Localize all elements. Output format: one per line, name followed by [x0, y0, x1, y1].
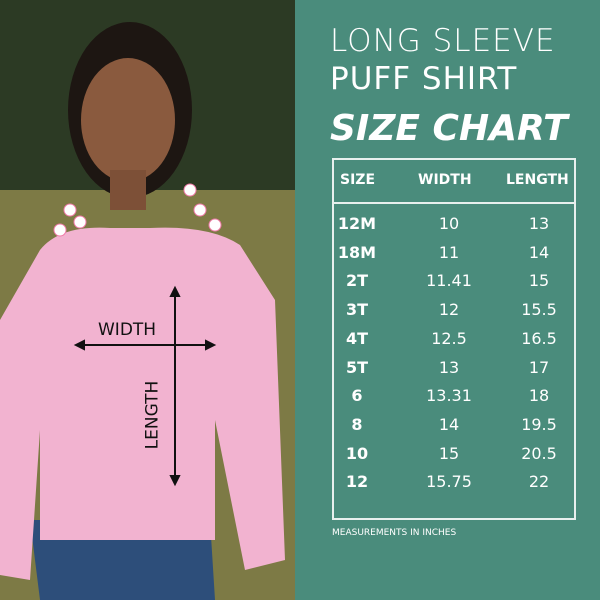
width-label: WIDTH: [98, 320, 157, 340]
length-cell: 14: [528, 242, 550, 262]
measurement-note: MEASUREMENTS IN INCHES: [332, 528, 457, 538]
length-cell: 15.5: [521, 300, 557, 320]
table-row: 12 15.75 22: [334, 468, 574, 496]
header-width: WIDTH: [418, 172, 472, 188]
table-row: 4T 12.5 16.5: [334, 325, 574, 353]
header-size: SIZE: [340, 172, 376, 188]
width-cell: 11.41: [426, 271, 472, 291]
width-cell: 13.31: [426, 386, 472, 406]
width-cell: 10: [438, 214, 460, 233]
width-cell: 12: [438, 300, 460, 320]
table-header: SIZE WIDTH LENGTH: [334, 160, 574, 204]
length-cell: 13: [528, 214, 550, 233]
length-cell: 20.5: [521, 443, 557, 463]
size-cell: 12M: [337, 214, 377, 233]
size-chart-panel: [295, 0, 600, 600]
table-row: 5T 13 17: [334, 354, 574, 382]
size-cell: 2T: [345, 271, 369, 291]
size-cell: 5T: [345, 357, 369, 377]
table-row: 12M 10 13: [334, 210, 574, 238]
header-length: LENGTH: [506, 172, 569, 188]
table-row: 8 14 19.5: [334, 411, 574, 439]
length-cell: 22: [528, 472, 550, 492]
table-row: 2T 11.41 15: [334, 267, 574, 295]
length-cell: 15: [528, 271, 550, 291]
length-label: LENGTH: [142, 380, 163, 450]
table-row: 18M 11 14: [334, 239, 574, 267]
table-row: 6 13.31 18: [334, 382, 574, 410]
title-line-2: PUFF SHIRT: [330, 61, 518, 97]
size-cell: 8: [351, 414, 363, 434]
length-cell: 19.5: [521, 414, 557, 434]
table-row: 3T 12 15.5: [334, 296, 574, 324]
product-photo: WIDTH LENGTH: [0, 0, 295, 600]
width-cell: 15.75: [426, 472, 472, 492]
title-line-1: LONG SLEEVE: [330, 23, 556, 59]
length-cell: 18: [528, 386, 550, 406]
width-cell: 15: [438, 443, 460, 463]
size-cell: 10: [345, 443, 369, 463]
width-cell: 11: [438, 242, 460, 262]
size-cell: 3T: [345, 300, 369, 320]
size-cell: 6: [351, 386, 363, 406]
size-cell: 18M: [337, 242, 377, 262]
width-cell: 12.5: [431, 328, 467, 348]
model-illustration: [0, 0, 295, 600]
length-cell: 16.5: [521, 328, 557, 348]
width-cell: 13: [438, 357, 460, 377]
table-row: 10 15 20.5: [334, 440, 574, 468]
width-cell: 14: [438, 414, 460, 434]
size-table: SIZE WIDTH LENGTH 12M 10 13 18M 11 14 2T 11.41 1…: [332, 158, 576, 520]
length-cell: 17: [528, 357, 550, 377]
size-cell: 12: [345, 472, 369, 492]
title-size-chart: SIZE CHART: [330, 108, 568, 149]
size-cell: 4T: [345, 328, 369, 348]
